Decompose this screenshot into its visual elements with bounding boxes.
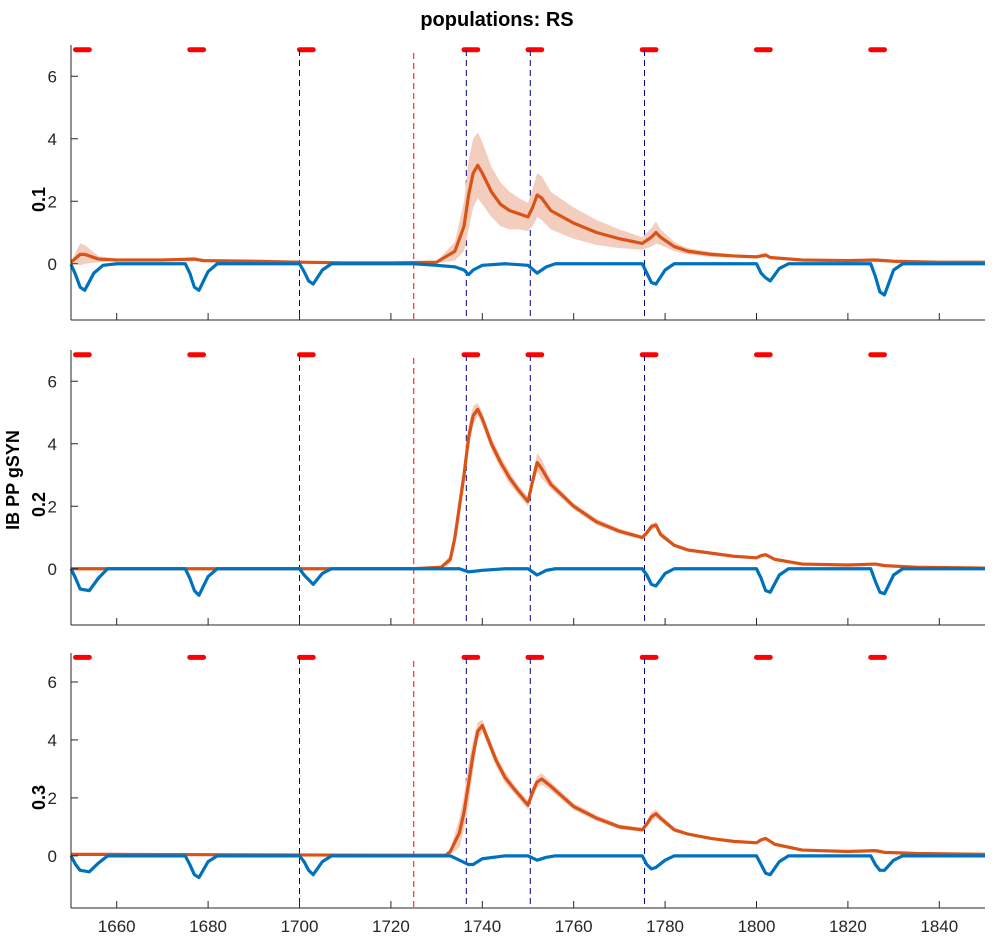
series-line-blue [69,854,985,880]
y-tick-label: 0 [48,255,57,274]
y-tick-label: 2 [48,192,57,211]
x-tick-label: 1820 [829,917,867,936]
y-tick-label: 0 [48,847,57,866]
y-tick-label: 4 [48,731,57,750]
y-tick-label: 2 [48,789,57,808]
series-line-orange [69,163,985,265]
series-line-orange [71,723,986,857]
y-tick-label: 6 [48,372,57,391]
error-band [71,719,985,856]
subplot-1: 0 2 4 6 0.1 [29,45,985,321]
x-tick-label: 1700 [281,917,319,936]
x-tick-label: 1740 [463,917,501,936]
panel-y-label: 0.1 [29,187,49,212]
y-tick-label: 4 [48,130,57,149]
series-line-blue [69,262,985,297]
panel-y-label: 0.2 [29,492,49,517]
x-tick-label: 1800 [738,917,776,936]
x-tick-label: 1780 [646,917,684,936]
y-tick-label: 4 [48,435,57,454]
y-tick-label: 0 [48,560,57,579]
series-line-orange [71,407,986,571]
subplot-2: 0 2 4 6 0.2 [29,350,986,626]
error-band [71,403,985,569]
x-tick-label: 1660 [98,917,136,936]
series-line-blue [69,567,985,597]
chart-title: populations: RS [420,9,573,31]
subplot-3: 0 2 4 6 1660 1680 1700 1720 1740 1760 1780 1800 1820… [29,653,986,936]
subplots: 0 2 4 6 0.1 0 2 4 6 0.2 0 2 4 6 1660 1680 1700 1720 1740 17… [29,45,986,936]
x-tick-label: 1680 [189,917,227,936]
y-tick-label: 6 [48,67,57,86]
y-tick-label: 6 [48,673,57,692]
error-band [71,132,985,266]
panel-y-label: 0.3 [29,785,49,810]
x-tick-label: 1760 [555,917,593,936]
y-tick-label: 2 [48,497,57,516]
group-y-label: IB PP gSYN [3,430,23,530]
x-tick-label: 1840 [920,917,958,936]
x-tick-label: 1720 [372,917,410,936]
